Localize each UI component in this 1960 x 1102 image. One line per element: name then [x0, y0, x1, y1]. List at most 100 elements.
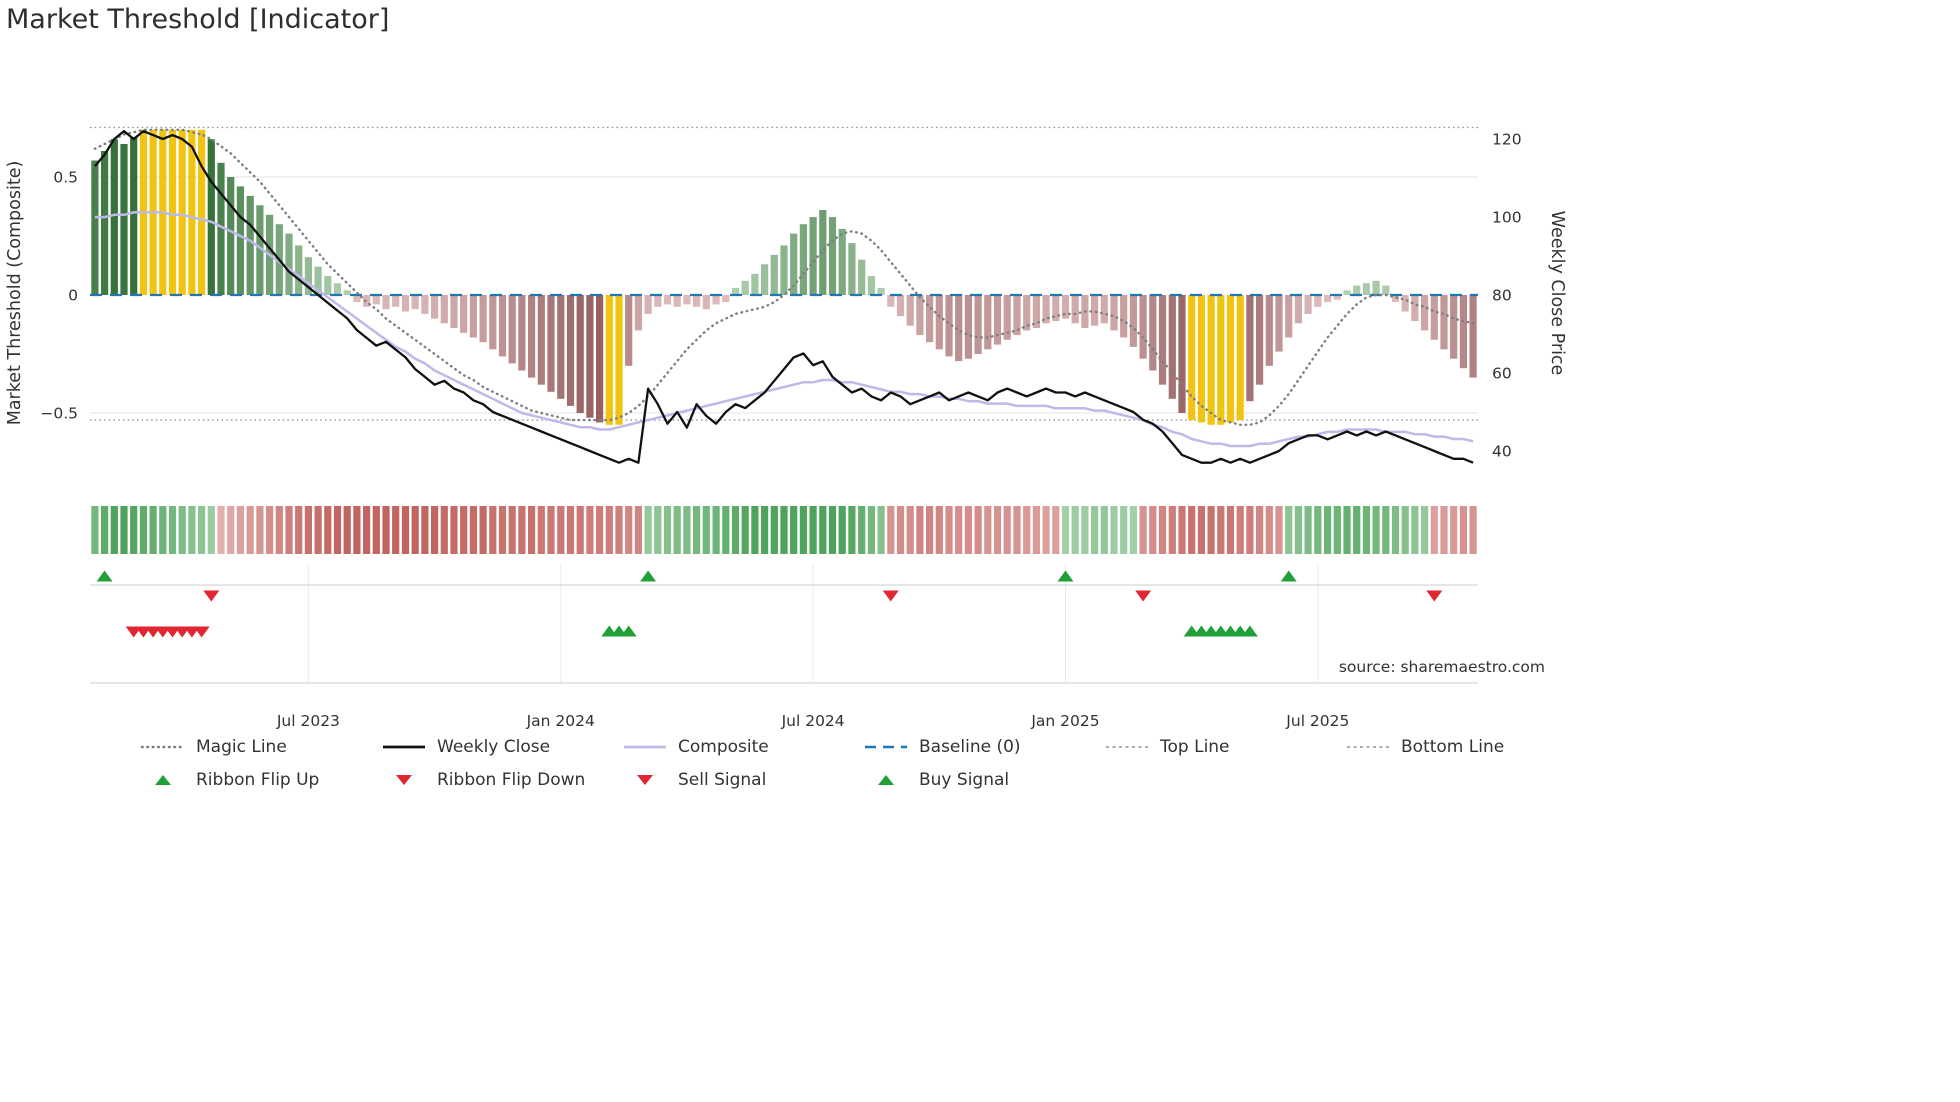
- x-tick-label: Jul 2025: [1285, 712, 1349, 730]
- threshold-bar: [809, 217, 817, 295]
- ribbon-bar: [731, 506, 740, 554]
- threshold-bar: [508, 295, 516, 364]
- ribbon-bar: [1110, 506, 1118, 554]
- threshold-bar: [469, 295, 477, 338]
- buy-signal-icon: [1241, 625, 1258, 637]
- triangle-up-icon: [155, 775, 171, 785]
- ribbon-bar: [1139, 506, 1147, 554]
- ribbon-bar: [1071, 506, 1079, 554]
- ribbon-bar: [741, 506, 749, 554]
- ribbon-bar: [945, 506, 953, 554]
- legend-item-composite: Composite: [622, 737, 863, 757]
- ribbon-bar: [1459, 506, 1467, 554]
- threshold-bar: [1459, 295, 1467, 369]
- legend-label: Baseline (0): [919, 737, 1021, 757]
- threshold-bar: [1236, 295, 1244, 421]
- right-tick-label: 80: [1492, 287, 1512, 305]
- ribbon-bar: [887, 506, 895, 554]
- threshold-bar: [790, 233, 798, 295]
- ribbon-bar: [1372, 506, 1380, 554]
- threshold-bar: [1411, 295, 1419, 321]
- threshold-bar: [421, 295, 429, 314]
- threshold-bar: [1139, 295, 1147, 359]
- ribbon-bar: [1032, 506, 1040, 554]
- ribbon-bar: [207, 506, 215, 554]
- ribbon-bar: [993, 506, 1002, 554]
- threshold-bar: [1149, 295, 1157, 371]
- threshold-bar: [819, 210, 827, 295]
- ribbon-bar: [1411, 506, 1419, 554]
- ribbon-bar: [596, 506, 604, 554]
- threshold-bar: [1188, 295, 1196, 421]
- threshold-bar: [1333, 295, 1341, 300]
- ribbon-bar: [916, 506, 924, 554]
- threshold-bar: [1362, 283, 1370, 295]
- threshold-bar: [120, 144, 128, 295]
- ribbon-bar: [1042, 506, 1050, 554]
- ribbon-bar: [460, 506, 468, 554]
- threshold-bar: [838, 228, 846, 295]
- threshold-bar: [896, 295, 905, 317]
- ribbon-bar: [314, 506, 322, 554]
- ribbon-bar: [1197, 506, 1205, 554]
- threshold-bar: [285, 233, 293, 295]
- threshold-bar: [1450, 295, 1458, 359]
- threshold-bar: [1430, 295, 1438, 340]
- ribbon-bar: [130, 506, 138, 554]
- threshold-bar: [935, 295, 943, 350]
- threshold-bar: [770, 254, 778, 295]
- ribbon-bar: [479, 506, 487, 554]
- threshold-bar: [236, 186, 244, 295]
- threshold-bar: [586, 295, 594, 418]
- ribbon-bar: [1236, 506, 1244, 554]
- ribbon-bar: [1023, 506, 1031, 554]
- ribbon-bar: [1081, 506, 1089, 554]
- threshold-bar: [1382, 285, 1390, 295]
- threshold-bar: [858, 259, 866, 295]
- right-axis: 120 100 80 60 40 Weekly Close Price: [1492, 131, 1567, 461]
- ribbon-bar: [304, 506, 312, 554]
- threshold-bar: [1401, 295, 1409, 312]
- dashed-line-icon: [1106, 746, 1148, 748]
- threshold-bar: [178, 129, 186, 295]
- ribbon-bar: [722, 506, 730, 554]
- threshold-bar: [663, 295, 672, 305]
- ribbon-bar: [1285, 506, 1293, 554]
- gridlines: [90, 176, 1478, 414]
- ribbon-bar: [1003, 506, 1011, 554]
- ribbon-bar: [964, 506, 972, 554]
- threshold-bar: [1372, 280, 1380, 295]
- threshold-bar: [110, 139, 118, 295]
- ribbon-bar: [236, 506, 244, 554]
- legend-item-sell-signal: Sell Signal: [622, 770, 863, 790]
- ribbon-bar: [1421, 506, 1429, 554]
- threshold-bar: [1071, 295, 1079, 324]
- threshold-bar: [1343, 290, 1351, 295]
- threshold-bar: [547, 295, 555, 392]
- ribbon-bar: [663, 506, 672, 554]
- threshold-bar: [887, 295, 895, 307]
- ribbon-bar: [1333, 506, 1341, 554]
- ribbon-bar: [188, 506, 196, 554]
- threshold-bar: [576, 295, 584, 413]
- ribbon-bar: [91, 506, 99, 554]
- threshold-bar: [906, 295, 914, 326]
- threshold-bar: [411, 295, 419, 310]
- ribbon-bar: [421, 506, 429, 554]
- ribbon-bar: [615, 506, 623, 554]
- ribbon-flip-up-icon: [1057, 570, 1074, 582]
- ribbon-bar: [324, 506, 332, 554]
- threshold-bar: [1168, 295, 1176, 399]
- ribbon-bar: [955, 506, 963, 554]
- legend-item-buy-signal: Buy Signal: [863, 770, 1104, 790]
- sell-signal-icon: [193, 626, 210, 638]
- ribbon-bar: [809, 506, 817, 554]
- threshold-bar: [1256, 295, 1264, 385]
- ribbon-bar: [217, 506, 225, 554]
- legend-label: Ribbon Flip Up: [196, 770, 320, 790]
- ribbon-bar: [838, 506, 846, 554]
- threshold-bar: [1265, 295, 1273, 366]
- ribbon-bar: [1158, 506, 1167, 554]
- threshold-bar: [1353, 285, 1361, 295]
- threshold-bar: [1217, 295, 1225, 425]
